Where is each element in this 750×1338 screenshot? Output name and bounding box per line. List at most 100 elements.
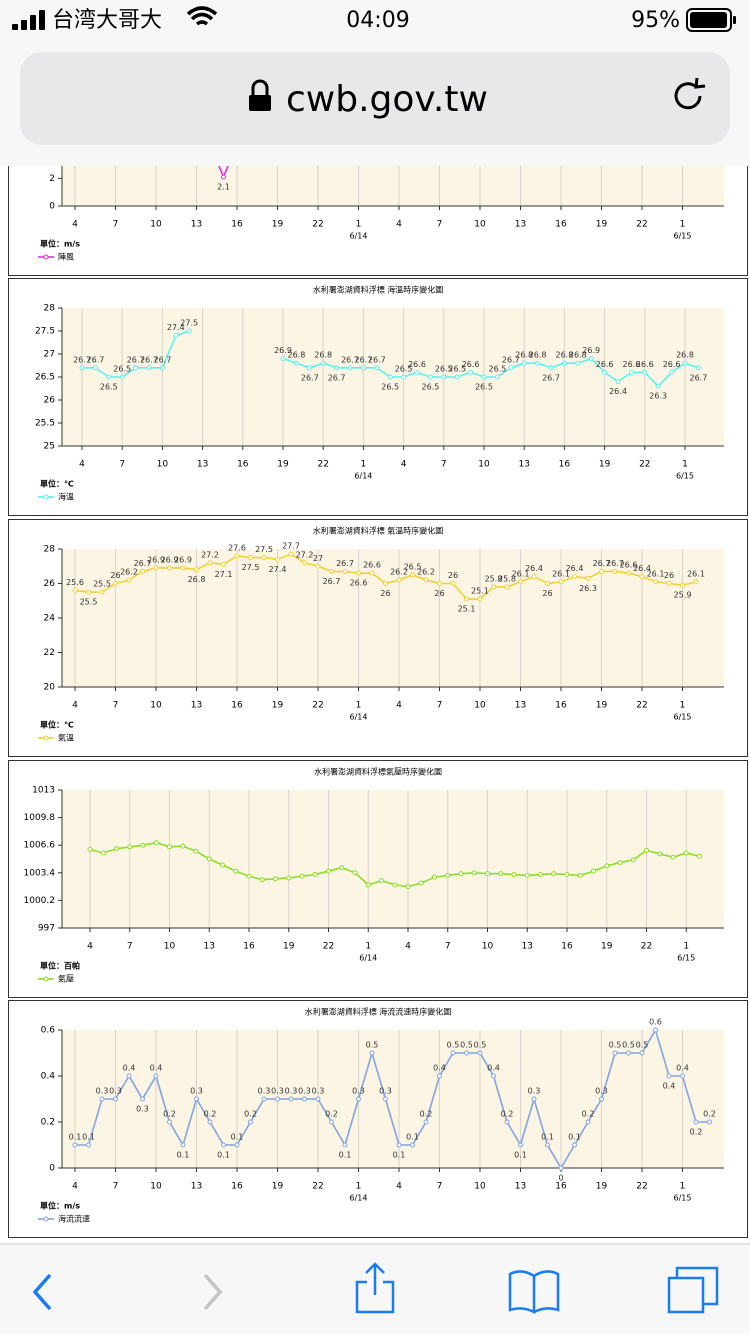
point <box>248 555 253 561</box>
point <box>666 1073 672 1079</box>
y-tick-label: 22 <box>44 648 55 658</box>
legend-label: 氣溫 <box>58 733 74 743</box>
reload-button[interactable] <box>674 77 706 110</box>
y-tick-label: 27.5 <box>35 327 55 337</box>
x-tick-label: 10 <box>482 942 494 952</box>
point <box>695 365 701 371</box>
point <box>504 1119 510 1125</box>
x-date-label: 6/15 <box>674 1194 692 1203</box>
point <box>680 1073 685 1079</box>
value-label: 26 <box>448 571 458 580</box>
bookmarks-button[interactable] <box>508 1270 560 1315</box>
point <box>418 880 424 886</box>
y-tick-label: 0 <box>49 1164 55 1174</box>
value-label: 0.4 <box>663 1082 676 1091</box>
value-label: 26.3 <box>579 584 597 593</box>
point <box>666 581 672 586</box>
x-tick-label: 4 <box>396 1182 402 1192</box>
value-label: 0.2 <box>501 1110 514 1119</box>
x-tick-label: 1 <box>682 460 688 470</box>
y-tick-label: 28 <box>44 304 56 314</box>
point <box>464 596 469 602</box>
point <box>167 565 172 571</box>
point <box>450 1050 456 1056</box>
point <box>248 1119 253 1125</box>
value-label: 0.3 <box>298 1087 311 1096</box>
point <box>312 872 318 878</box>
x-tick-label: 19 <box>277 460 289 470</box>
x-tick-label: 1 <box>356 701 362 711</box>
value-label: 26.8 <box>569 351 587 360</box>
x-tick-label: 19 <box>272 220 284 230</box>
x-tick-label: 16 <box>231 220 243 230</box>
point <box>339 865 345 871</box>
point <box>173 333 179 339</box>
x-tick-label: 10 <box>478 460 490 470</box>
point <box>383 581 388 586</box>
value-label: 0 <box>558 1174 563 1183</box>
value-label: 27.5 <box>255 545 273 554</box>
value-label: 26.9 <box>147 555 165 564</box>
point <box>193 848 199 854</box>
x-tick-label: 22 <box>312 701 323 711</box>
x-tick-label: 19 <box>601 942 613 952</box>
x-tick-label: 22 <box>636 1182 647 1192</box>
point <box>405 884 411 890</box>
value-label: 26.9 <box>274 346 292 355</box>
y-tick-label: 1006.6 <box>24 841 56 851</box>
point <box>572 574 577 580</box>
value-label: 27.5 <box>180 319 198 328</box>
unit-label: 單位：℃ <box>40 720 74 730</box>
x-tick-label: 19 <box>596 701 608 711</box>
value-label: 0.1 <box>82 1133 95 1142</box>
value-label: 26.6 <box>620 561 638 570</box>
value-label: 26.2 <box>417 568 435 577</box>
point <box>437 581 442 586</box>
y-tick-label: 25 <box>44 442 55 452</box>
y-tick-label: 26 <box>44 579 56 589</box>
value-label: 26.8 <box>676 351 694 360</box>
point <box>114 846 119 852</box>
value-label: 27.6 <box>228 543 246 552</box>
point <box>410 1142 415 1148</box>
point <box>106 374 112 380</box>
value-label: 26.9 <box>161 555 179 564</box>
point <box>410 572 415 578</box>
x-tick-label: 7 <box>437 701 443 711</box>
x-tick-label: 4 <box>79 460 85 470</box>
point <box>315 563 321 569</box>
point <box>347 365 353 371</box>
x-tick-label: 16 <box>561 942 573 952</box>
x-tick-label: 7 <box>441 460 447 470</box>
carrier: 台湾大哥大 <box>52 8 162 33</box>
url-field[interactable] <box>20 52 730 145</box>
point <box>471 870 477 876</box>
point <box>369 570 375 576</box>
value-label: 0.5 <box>636 1041 649 1050</box>
x-date-label: 6/15 <box>677 954 695 963</box>
back-button[interactable] <box>32 1273 52 1311</box>
point <box>87 847 93 853</box>
point <box>329 568 334 574</box>
point <box>599 1096 604 1102</box>
point <box>288 551 294 557</box>
y-tick-label: 26.5 <box>35 373 55 383</box>
share-button[interactable] <box>355 1262 395 1314</box>
point <box>133 365 139 371</box>
tabs-button[interactable] <box>667 1266 719 1314</box>
value-label: 0.1 <box>541 1133 554 1142</box>
value-label: 26.7 <box>502 355 520 364</box>
forward-button[interactable] <box>203 1273 223 1311</box>
point <box>423 1119 429 1125</box>
value-label: 26.6 <box>462 360 480 369</box>
point <box>693 1119 699 1125</box>
point <box>630 857 636 863</box>
point <box>521 360 527 366</box>
point <box>548 365 554 371</box>
point <box>379 878 384 884</box>
value-label: 26.5 <box>381 383 399 392</box>
x-tick-label: 4 <box>72 701 78 711</box>
x-tick-label: 4 <box>87 942 93 952</box>
value-label: 25.1 <box>471 587 489 596</box>
